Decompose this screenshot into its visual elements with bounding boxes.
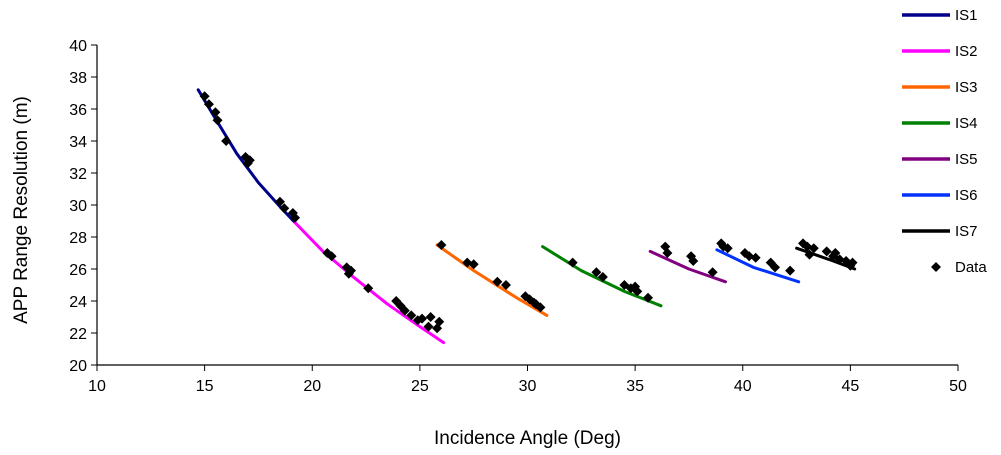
x-tick-label: 30 xyxy=(519,378,537,395)
data-point xyxy=(210,107,221,118)
data-point xyxy=(423,321,434,332)
x-tick-label: 15 xyxy=(196,378,214,395)
data-point xyxy=(434,316,445,327)
series-line-is6 xyxy=(715,248,801,284)
axes: 10 15 20 25 30 35 40 45 50 20 22 24 26 28 30 32 34 36 38 40 xyxy=(69,38,967,395)
data-point xyxy=(244,155,255,166)
legend-label-is6: IS6 xyxy=(955,187,978,204)
data-point xyxy=(808,243,819,254)
data-point xyxy=(417,313,428,324)
data-point xyxy=(770,262,781,273)
data-point xyxy=(492,276,503,287)
series-line-is3 xyxy=(435,243,549,317)
data-point xyxy=(436,240,447,250)
legend-label-is2: IS2 xyxy=(955,43,978,60)
data-point xyxy=(221,136,232,146)
data-point xyxy=(597,272,608,282)
data-point xyxy=(662,248,673,258)
legend-item-is5: IS5 xyxy=(902,151,978,168)
data-point xyxy=(804,249,815,260)
y-tick-label: 22 xyxy=(69,326,87,343)
data-point xyxy=(500,280,511,290)
data-point xyxy=(203,99,214,110)
y-tick-label: 36 xyxy=(69,102,87,119)
x-tick-label: 45 xyxy=(841,378,859,395)
legend-label-data: Data xyxy=(955,259,987,276)
x-tick-label: 50 xyxy=(949,378,967,395)
y-tick-label: 30 xyxy=(69,198,87,215)
series-line-is2 xyxy=(293,221,446,345)
legend: IS1 IS2 IS3 IS4 IS5 IS6 IS7 Data xyxy=(902,7,987,276)
y-tick-label: 38 xyxy=(69,70,87,87)
data-point xyxy=(279,203,290,214)
legend-label-is5: IS5 xyxy=(955,151,978,168)
legend-label-is3: IS3 xyxy=(955,79,978,96)
x-tick-label: 35 xyxy=(626,378,644,395)
legend-label-is7: IS7 xyxy=(955,223,978,240)
legend-item-is4: IS4 xyxy=(902,115,978,132)
data-point xyxy=(199,91,210,102)
data-point xyxy=(535,302,546,313)
legend-swatch-data xyxy=(931,262,941,272)
y-axis-title: APP Range Resolution (m) xyxy=(11,96,32,324)
data-point xyxy=(632,286,643,297)
data-point xyxy=(567,257,578,268)
data-point xyxy=(643,292,654,303)
legend-item-data: Data xyxy=(931,259,987,276)
legend-item-is2: IS2 xyxy=(902,43,978,60)
y-tick-label: 28 xyxy=(69,230,87,247)
data-point xyxy=(821,246,832,257)
data-point xyxy=(290,212,301,223)
x-axis-title: Incidence Angle (Deg) xyxy=(434,428,621,449)
x-tick-label: 25 xyxy=(411,378,429,395)
legend-item-is7: IS7 xyxy=(902,223,978,240)
data-point xyxy=(343,268,354,279)
legend-item-is1: IS1 xyxy=(902,7,978,24)
x-tick-label: 10 xyxy=(88,378,106,395)
data-point xyxy=(468,259,479,270)
data-point xyxy=(212,115,223,126)
series-line-is5 xyxy=(648,249,727,284)
y-tick-label: 32 xyxy=(69,166,87,183)
legend-item-is6: IS6 xyxy=(902,187,978,204)
legend-label-is1: IS1 xyxy=(955,7,978,24)
data-point xyxy=(830,248,841,258)
legend-label-is4: IS4 xyxy=(955,115,978,132)
data-point xyxy=(688,256,699,266)
data-point xyxy=(845,260,856,271)
x-tick-label: 20 xyxy=(303,378,321,395)
data-point xyxy=(399,305,410,316)
data-point xyxy=(591,267,602,278)
y-tick-label: 20 xyxy=(69,358,87,375)
data-point xyxy=(274,196,285,207)
y-tick-label: 24 xyxy=(69,294,87,311)
data-point xyxy=(425,312,436,322)
data-point xyxy=(363,283,374,294)
y-tick-label: 26 xyxy=(69,262,87,279)
scatter-points xyxy=(199,91,858,334)
data-point xyxy=(406,310,417,321)
data-point xyxy=(707,267,718,278)
data-point xyxy=(326,251,337,262)
y-tick-label: 40 xyxy=(69,38,87,55)
x-tick-label: 40 xyxy=(734,378,752,395)
data-point xyxy=(722,243,733,254)
data-point xyxy=(750,252,761,263)
data-point xyxy=(785,265,796,276)
y-tick-label: 34 xyxy=(69,134,87,151)
legend-item-is3: IS3 xyxy=(902,79,978,96)
series-layer xyxy=(196,88,858,345)
